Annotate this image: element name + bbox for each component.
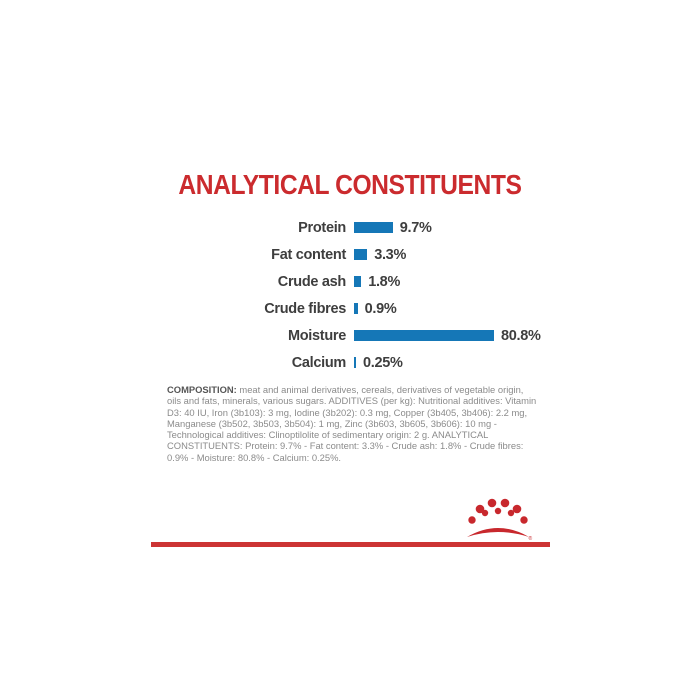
composition-heading: COMPOSITION:	[167, 384, 237, 395]
composition-body: meat and animal derivatives, cereals, de…	[167, 384, 537, 463]
value-label: 0.25%	[363, 354, 403, 371]
royal-canin-crown-logo: ®	[467, 498, 533, 542]
bar	[354, 330, 494, 341]
value-label: 3.3%	[374, 246, 407, 263]
chart-row: Moisture 80.8%	[166, 322, 546, 349]
category-label: Moisture	[287, 327, 346, 344]
bar	[354, 276, 362, 287]
composition-text: COMPOSITION: meat and animal derivatives…	[167, 384, 539, 463]
chart-row: Calcium 0.25%	[166, 349, 546, 376]
category-label: Crude ash	[277, 273, 347, 290]
value-label: 9.7%	[399, 219, 432, 236]
value-label: 1.8%	[368, 273, 401, 290]
chart-row: Fat content 3.3%	[166, 241, 546, 268]
page-title: ANALYTICAL CONSTITUENTS	[178, 169, 522, 200]
chart-row: Protein 9.7%	[166, 214, 546, 241]
bar	[354, 249, 368, 260]
value-label: 80.8%	[501, 327, 541, 344]
category-label: Calcium	[291, 354, 347, 371]
chart-row: Crude fibres 0.9%	[166, 295, 546, 322]
category-label: Protein	[298, 219, 346, 236]
registered-trademark-icon: ®	[529, 535, 533, 542]
value-label: 0.9%	[364, 300, 397, 317]
divider-line	[151, 542, 550, 547]
bar	[354, 222, 393, 233]
category-label: Fat content	[271, 246, 346, 263]
category-label: Crude fibres	[264, 300, 346, 317]
bar	[354, 357, 356, 368]
chart-row: Crude ash 1.8%	[166, 268, 546, 295]
title-wrap: ANALYTICAL CONSTITUENTS	[0, 169, 700, 201]
bar	[354, 303, 358, 314]
constituents-bar-chart: Protein 9.7% Fat content 3.3% Crude ash 1.8% C…	[166, 214, 546, 376]
